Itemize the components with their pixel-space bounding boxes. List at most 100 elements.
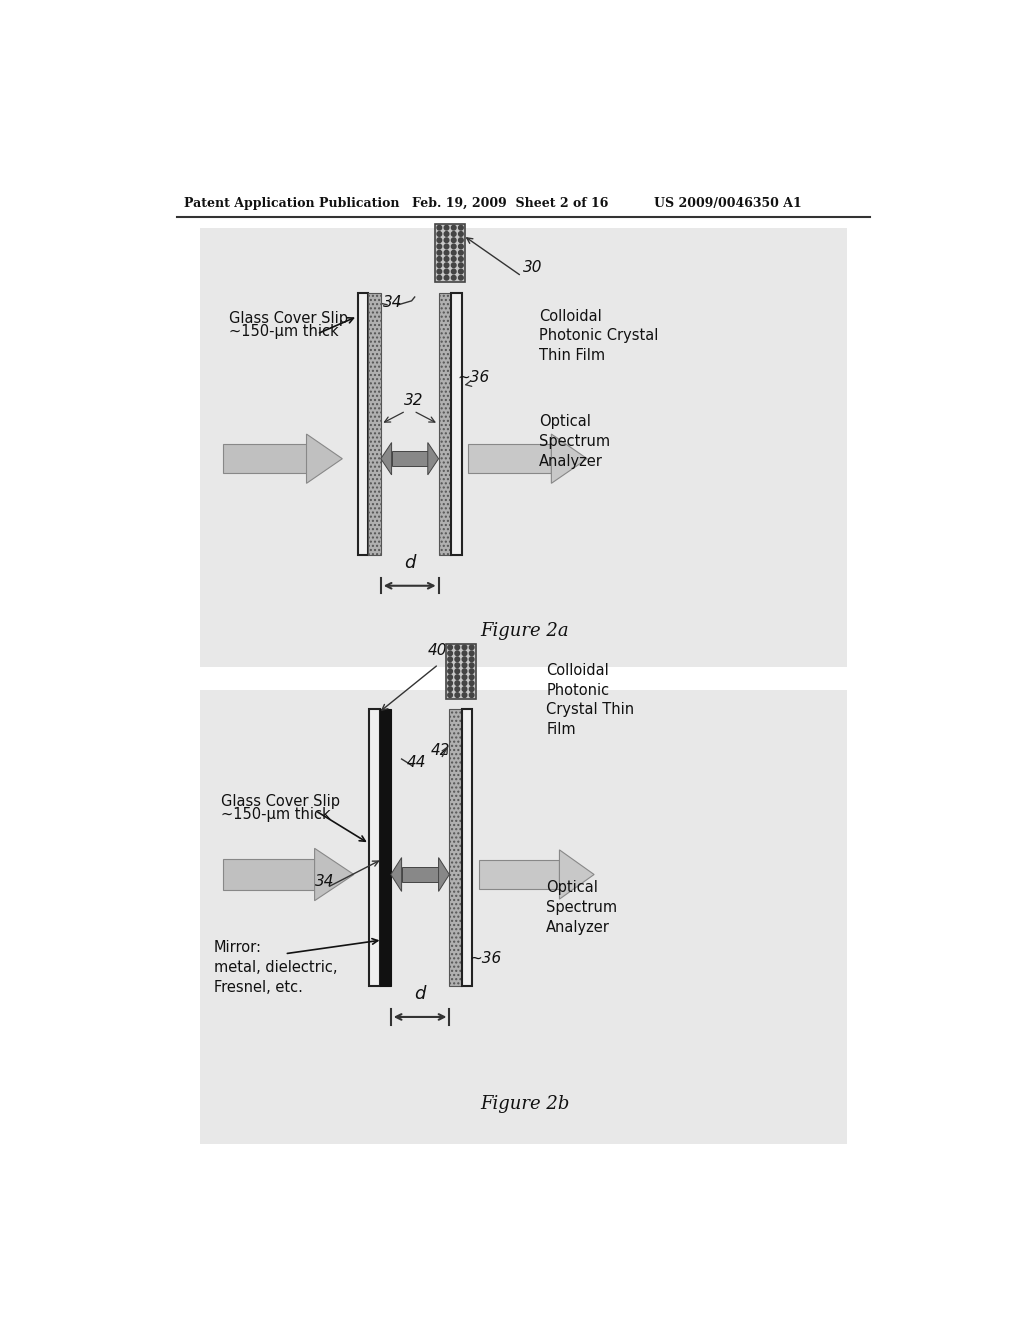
Bar <box>200 227 847 667</box>
Circle shape <box>452 276 456 280</box>
Circle shape <box>455 693 460 697</box>
Circle shape <box>437 238 441 243</box>
Text: ~36: ~36 <box>469 950 502 966</box>
Circle shape <box>462 686 467 692</box>
Circle shape <box>452 269 456 273</box>
Circle shape <box>455 686 460 692</box>
Circle shape <box>437 269 441 273</box>
Polygon shape <box>306 434 342 483</box>
Text: US 2009/0046350 A1: US 2009/0046350 A1 <box>654 197 802 210</box>
Circle shape <box>447 681 453 685</box>
Circle shape <box>459 276 463 280</box>
Text: Colloidal
Photonic Crystal
Thin Film: Colloidal Photonic Crystal Thin Film <box>539 309 658 363</box>
Bar <box>435 224 465 281</box>
Circle shape <box>447 645 453 649</box>
Bar <box>370 709 380 986</box>
Text: Optical
Spectrum
Analyzer: Optical Spectrum Analyzer <box>547 880 617 935</box>
Circle shape <box>459 231 463 236</box>
Circle shape <box>455 651 460 656</box>
Polygon shape <box>381 442 391 475</box>
Text: Glass Cover Slip: Glass Cover Slip <box>229 312 348 326</box>
Circle shape <box>462 645 467 649</box>
Circle shape <box>459 244 463 248</box>
Text: 42: 42 <box>431 743 451 758</box>
Bar <box>357 293 369 554</box>
Circle shape <box>437 263 441 268</box>
Bar <box>462 709 472 986</box>
Circle shape <box>462 675 467 680</box>
Text: d: d <box>415 985 426 1003</box>
Text: 30: 30 <box>523 260 543 276</box>
Text: Mirror:
metal, dielectric,
Fresnel, etc.: Mirror: metal, dielectric, Fresnel, etc. <box>214 940 337 994</box>
Circle shape <box>444 269 449 273</box>
Text: Feb. 19, 2009  Sheet 2 of 16: Feb. 19, 2009 Sheet 2 of 16 <box>412 197 608 210</box>
Circle shape <box>459 251 463 255</box>
Circle shape <box>452 226 456 230</box>
Bar <box>200 689 847 1144</box>
Circle shape <box>452 231 456 236</box>
Circle shape <box>455 669 460 673</box>
Text: Glass Cover Slip: Glass Cover Slip <box>221 793 340 809</box>
Text: Figure 2b: Figure 2b <box>480 1096 569 1113</box>
Text: 32: 32 <box>403 393 423 408</box>
Text: Figure 2a: Figure 2a <box>480 622 569 640</box>
Circle shape <box>447 675 453 680</box>
Circle shape <box>462 663 467 668</box>
Bar <box>401 867 438 882</box>
Circle shape <box>444 238 449 243</box>
Circle shape <box>469 651 474 656</box>
Bar <box>451 293 462 554</box>
Circle shape <box>455 663 460 668</box>
Polygon shape <box>391 858 401 891</box>
Text: 34: 34 <box>383 294 402 310</box>
Text: Optical
Spectrum
Analyzer: Optical Spectrum Analyzer <box>539 414 609 469</box>
Circle shape <box>459 263 463 268</box>
Polygon shape <box>559 850 594 899</box>
Circle shape <box>444 276 449 280</box>
Circle shape <box>444 251 449 255</box>
Bar <box>223 445 306 473</box>
Bar <box>223 859 314 890</box>
Text: Colloidal
Photonic
Crystal Thin
Film: Colloidal Photonic Crystal Thin Film <box>547 663 635 737</box>
Bar <box>438 293 451 554</box>
Bar <box>446 644 475 700</box>
Circle shape <box>459 238 463 243</box>
Text: Patent Application Publication: Patent Application Publication <box>184 197 400 210</box>
Circle shape <box>444 231 449 236</box>
Circle shape <box>447 669 453 673</box>
Circle shape <box>447 663 453 668</box>
Circle shape <box>452 256 456 261</box>
Circle shape <box>459 269 463 273</box>
Polygon shape <box>314 849 354 900</box>
Circle shape <box>437 226 441 230</box>
Circle shape <box>455 645 460 649</box>
Circle shape <box>469 675 474 680</box>
Text: d: d <box>404 554 416 572</box>
Circle shape <box>455 681 460 685</box>
Bar <box>478 861 559 888</box>
Circle shape <box>459 226 463 230</box>
Circle shape <box>469 693 474 697</box>
Polygon shape <box>551 434 587 483</box>
Circle shape <box>437 251 441 255</box>
Circle shape <box>455 657 460 661</box>
Circle shape <box>462 657 467 661</box>
Circle shape <box>459 256 463 261</box>
Circle shape <box>444 226 449 230</box>
Circle shape <box>469 686 474 692</box>
Circle shape <box>469 669 474 673</box>
Circle shape <box>462 693 467 697</box>
Text: 40: 40 <box>427 643 446 659</box>
Bar <box>380 709 391 986</box>
Circle shape <box>444 263 449 268</box>
Bar <box>468 445 551 473</box>
Text: 44: 44 <box>407 755 426 770</box>
Circle shape <box>437 256 441 261</box>
Circle shape <box>437 276 441 280</box>
Circle shape <box>462 681 467 685</box>
Bar <box>369 293 381 554</box>
Circle shape <box>447 693 453 697</box>
Text: 34: 34 <box>315 874 335 890</box>
Circle shape <box>469 663 474 668</box>
Circle shape <box>447 651 453 656</box>
